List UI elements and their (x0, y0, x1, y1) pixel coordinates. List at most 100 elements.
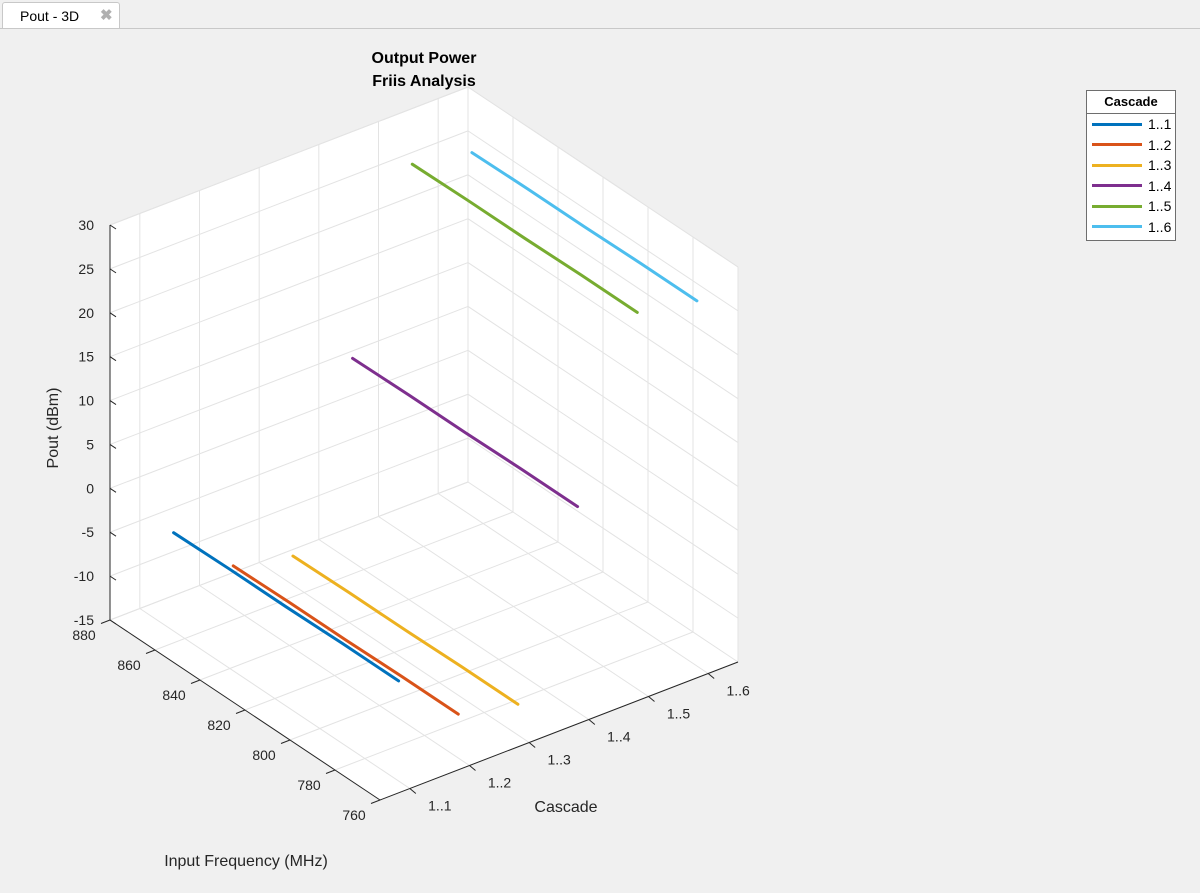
x-tick-label: 880 (72, 627, 96, 643)
z-tick (109, 224, 117, 230)
legend-item[interactable]: 1..4 (1087, 176, 1175, 197)
wall-gridline-z (109, 218, 469, 358)
wall-gridline-z (467, 174, 739, 356)
close-icon[interactable]: ✖ (100, 7, 113, 24)
z-tick-label: -10 (74, 568, 94, 584)
series-line-1--1 (172, 531, 401, 683)
wall-gridline-z (467, 130, 739, 312)
legend-item[interactable]: 1..3 (1087, 155, 1175, 176)
x-tick (370, 799, 381, 804)
chart-title-line1: Output Power (372, 50, 477, 67)
x-tick-label: 800 (252, 747, 276, 763)
x-tick (190, 679, 201, 684)
z-tick (109, 400, 117, 405)
y-tick (648, 696, 655, 702)
z-tick-label: -5 (82, 524, 95, 540)
legend-swatch (1092, 122, 1142, 126)
y-axis-line (379, 661, 739, 801)
legend-swatch (1092, 143, 1142, 147)
x-tick-label: 820 (207, 717, 231, 733)
z-tick-label: 10 (78, 393, 94, 409)
wall-gridline-z (109, 349, 469, 489)
x-tick-label: 760 (342, 807, 366, 823)
y-tick (707, 673, 715, 679)
z-axis-label: Pout (dBm) (45, 388, 62, 469)
series-line-1--3 (291, 554, 520, 706)
wall-gridline-z (467, 262, 739, 443)
y-tick-label: 1..2 (488, 775, 512, 791)
tab-label: Pout - 3D (20, 8, 80, 24)
wall-gridline-z (467, 481, 739, 663)
z-tick (109, 531, 117, 537)
series-line-1--5 (410, 162, 639, 314)
tab-pout-3d[interactable]: Pout - 3D ✖ (2, 2, 120, 28)
x-tick (280, 739, 291, 744)
floor-gridline-cascade (258, 562, 530, 743)
y-tick-label: 1..6 (726, 683, 750, 699)
wall-gridline-z (109, 262, 469, 402)
legend-label: 1..1 (1148, 116, 1172, 133)
legend-title: Cascade (1087, 91, 1175, 114)
wall-gridline-z (109, 393, 469, 533)
chart-title-line2: Friis Analysis (372, 73, 476, 90)
legend-item[interactable]: 1..2 (1087, 135, 1175, 156)
legend-label: 1..5 (1148, 198, 1172, 215)
wall-gridline-z (467, 349, 739, 531)
legend-label: 1..3 (1148, 157, 1172, 174)
x-tick (145, 649, 156, 654)
x-tick-label: 860 (117, 657, 141, 673)
x-tick-label: 780 (297, 777, 321, 793)
legend-item[interactable]: 1..5 (1087, 196, 1175, 217)
floor-gridline-cascade (139, 608, 411, 789)
box-edge (109, 86, 469, 226)
y-tick (469, 765, 476, 771)
y-axis-label: Cascade (534, 799, 597, 816)
tab-bar: Pout - 3D ✖ (0, 0, 1200, 29)
wall-gridline-z (109, 305, 469, 445)
floor-gridline-cascade (318, 539, 590, 720)
wall-gridline-z (109, 437, 469, 577)
legend-swatch (1092, 184, 1142, 188)
z-tick (109, 444, 117, 449)
floor-gridline-cascade (437, 493, 709, 674)
y-tick-label: 1..1 (428, 798, 452, 814)
z-tick-label: 0 (86, 480, 94, 496)
z-tick-label: 30 (78, 217, 94, 233)
legend-swatch (1092, 225, 1142, 229)
wall-gridline-z (467, 437, 739, 619)
z-tick (109, 619, 117, 625)
wall-gridline-z (109, 130, 469, 270)
z-tick-label: -15 (74, 612, 94, 628)
legend-swatch (1092, 204, 1142, 208)
y-tick (409, 788, 417, 794)
series-line-1--6 (470, 151, 699, 303)
legend-label: 1..4 (1148, 177, 1172, 194)
series-line-1--2 (231, 564, 460, 716)
x-axis-label: Input Frequency (MHz) (164, 853, 328, 870)
wall-gridline-z (109, 481, 469, 621)
y-tick-label: 1..4 (607, 729, 631, 745)
legend-label: 1..6 (1148, 218, 1172, 235)
z-tick-label: 15 (78, 349, 94, 365)
legend-item[interactable]: 1..6 (1087, 217, 1175, 238)
legend-label: 1..2 (1148, 136, 1172, 153)
z-tick (109, 575, 117, 581)
wall-gridline-z (467, 306, 739, 487)
z-tick-label: 25 (78, 261, 94, 277)
legend-swatch (1092, 163, 1142, 167)
x-tick-label: 840 (162, 687, 186, 703)
y-tick (528, 742, 536, 748)
z-tick (109, 268, 117, 274)
floor-gridline-cascade (199, 585, 470, 766)
x-tick (325, 769, 336, 774)
legend-item[interactable]: 1..1 (1087, 114, 1175, 135)
y-tick-label: 1..3 (547, 752, 571, 768)
y-tick (588, 719, 596, 725)
z-tick-label: 5 (86, 436, 94, 452)
x-tick (235, 709, 246, 714)
z-tick (109, 487, 117, 493)
z-tick-label: 20 (78, 305, 94, 321)
z-tick (109, 312, 117, 318)
z-tick (109, 356, 117, 362)
